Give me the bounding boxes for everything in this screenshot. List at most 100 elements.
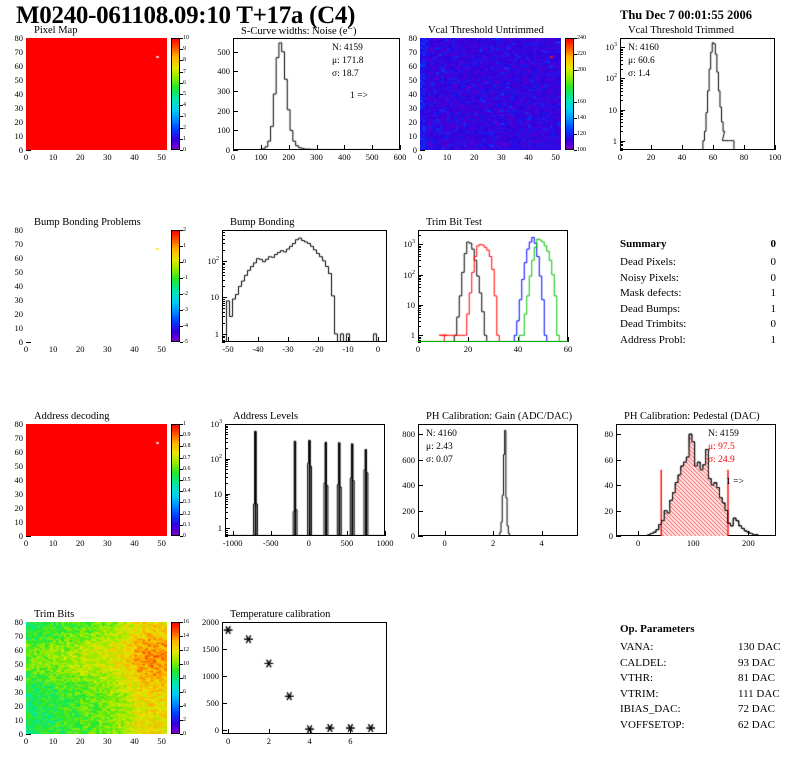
axis-tick <box>233 150 238 151</box>
colorbar-tick <box>574 54 577 55</box>
colorbar-label: 0.6 <box>183 465 191 472</box>
colorbar-tick <box>180 636 183 637</box>
colorbar <box>171 38 180 150</box>
x-tick-label: 2 <box>491 538 496 548</box>
row-value: 1 <box>770 287 777 299</box>
colorbar-label: 8 <box>183 675 186 681</box>
y-tick-label: 50 <box>14 461 24 471</box>
x-tick-label: 20 <box>75 538 85 548</box>
colorbar-tick <box>180 230 183 231</box>
x-tick-label: 20 <box>75 152 85 162</box>
y-tick-label: 0 <box>608 531 613 541</box>
axis-tick <box>400 145 401 150</box>
colorbar-label: 240 <box>577 35 586 41</box>
x-tick-label: 100 <box>686 538 700 548</box>
y-tick-label: 80 <box>14 225 24 235</box>
colorbar-label: 120 <box>577 131 586 137</box>
y-tick-label: 0 <box>18 531 23 541</box>
colorbar-label: -2 <box>183 291 188 297</box>
colorbar-label: 4 <box>183 703 186 709</box>
x-tick-label: 80 <box>739 152 749 162</box>
colorbar-label: 16 <box>183 619 189 625</box>
colorbar-label: 160 <box>577 99 586 105</box>
y-tick-label: 10 <box>14 323 24 333</box>
y-tick-label: 2000 <box>202 617 219 627</box>
y-tick-label: 40 <box>604 480 614 491</box>
y-tick-label: 20 <box>14 701 24 711</box>
x-tick-label: 0 <box>375 344 381 354</box>
stat-sigma: σ: 18.7 <box>332 69 359 79</box>
colorbar-label: 14 <box>183 633 189 639</box>
colorbar-label: 0.7 <box>183 454 191 461</box>
colorbar-label: 0.5 <box>183 477 191 483</box>
colorbar-label: 8 <box>183 57 186 64</box>
plot-title: Address Levels <box>233 411 299 422</box>
colorbar-tick <box>180 435 183 437</box>
y-tick-label: 0 <box>214 724 219 735</box>
y-tick-label: 500 <box>217 46 230 57</box>
x-tick-label: 30 <box>103 344 112 354</box>
axis-minor-tick <box>225 536 228 537</box>
row-label: Mask defects: <box>620 287 682 299</box>
x-tick-label: -40 <box>252 344 264 354</box>
y-tick-label: 500 <box>206 697 219 708</box>
colorbar-label: 1 <box>183 135 186 142</box>
colorbar-label: -4 <box>183 323 188 329</box>
colorbar-tick <box>180 71 183 73</box>
y-tick-label: 0 <box>18 145 23 155</box>
row-label: Address Probl: <box>620 333 686 346</box>
axis-tick <box>616 536 621 537</box>
op-parameters-heading: Op. Parameters <box>620 623 695 635</box>
axis-minor-tick <box>418 342 421 343</box>
y-tick-label: 100 <box>217 125 230 136</box>
y-tick-label: 40 <box>408 89 418 99</box>
colorbar-tick <box>180 650 183 651</box>
row-value: 81 DAC <box>738 672 775 684</box>
row-label: VANA: <box>620 641 654 653</box>
plot-canvas-bump-bonding-problems <box>26 230 167 342</box>
colorbar-label: 0.2 <box>183 510 191 517</box>
colorbar <box>171 230 180 342</box>
x-tick-label: -1000 <box>222 538 243 548</box>
plot-canvas-ph-calibration-pedestal <box>616 424 776 536</box>
x-tick-label: 0 <box>23 736 29 746</box>
colorbar-tick <box>180 446 183 448</box>
y-tick-label: 50 <box>408 75 418 85</box>
row-value: 130 DAC <box>738 641 781 653</box>
stat-mu: μ: 60.6 <box>628 56 655 66</box>
y-tick-label: 70 <box>14 239 24 249</box>
y-tick-label: 10 <box>14 715 24 725</box>
colorbar-label: 0.3 <box>183 499 191 506</box>
colorbar-label: 200 <box>577 67 586 73</box>
y-tick-label: 40 <box>14 89 24 99</box>
y-tick-label: 80 <box>604 429 614 440</box>
x-tick-label: 50 <box>157 736 166 746</box>
plot-title: Bump Bonding Problems <box>34 217 141 228</box>
colorbar-tick <box>180 536 183 537</box>
colorbar-tick <box>574 70 577 71</box>
row-label: IBIAS_DAC: <box>620 703 681 715</box>
y-tick-label: 80 <box>14 33 24 43</box>
colorbar-label: 100 <box>577 147 586 153</box>
x-tick-label: -50 <box>222 344 234 354</box>
y-tick-label: 1000 <box>202 670 219 681</box>
colorbar-label: 6 <box>183 689 186 695</box>
row-value: 0 <box>770 318 777 330</box>
y-tick-label: 400 <box>217 66 230 77</box>
x-tick-label: 40 <box>130 736 139 746</box>
x-tick-label: 600 <box>393 152 407 162</box>
colorbar-label: 4 <box>183 102 186 109</box>
colorbar-tick <box>180 513 183 515</box>
colorbar-label: 10 <box>183 35 189 41</box>
colorbar-label: 220 <box>577 51 586 57</box>
axis-tick <box>775 145 776 150</box>
x-tick-label: 30 <box>103 538 112 548</box>
colorbar-label: 0.4 <box>183 488 191 495</box>
row-label: Dead Pixels: <box>620 256 676 268</box>
x-tick-label: 100 <box>768 152 782 162</box>
plot-title: Address decoding <box>34 411 110 422</box>
y-tick-label: 0 <box>412 145 417 155</box>
stat-mu: μ: 2.43 <box>426 442 453 452</box>
colorbar-tick <box>180 246 183 247</box>
